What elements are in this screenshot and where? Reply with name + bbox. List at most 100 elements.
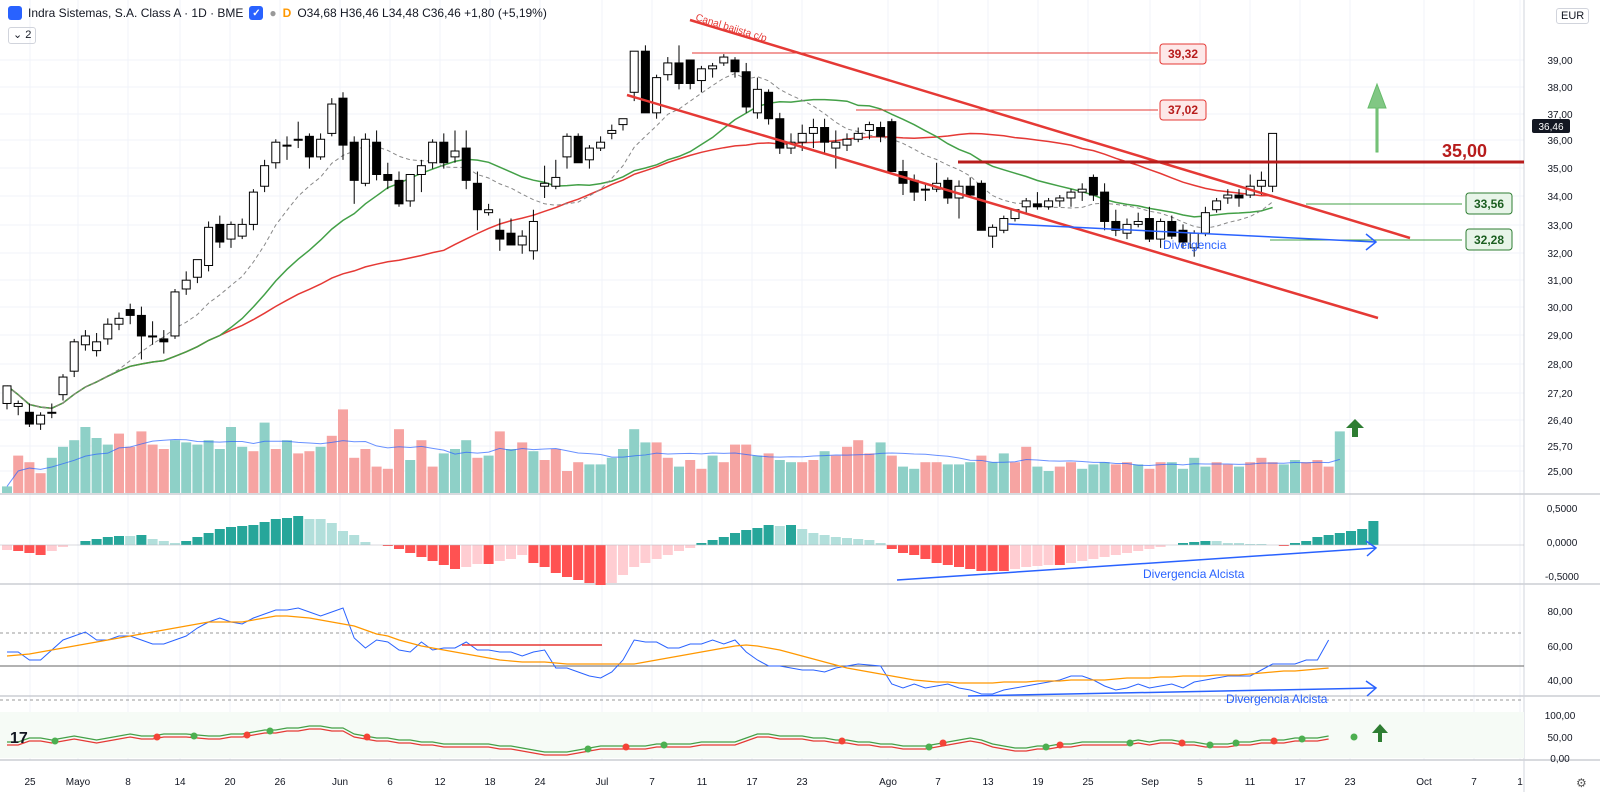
settings-gear-icon[interactable]: ⚙ (1576, 776, 1587, 790)
macd-bar (1368, 521, 1379, 545)
candle-body (584, 147, 594, 161)
volume-bar (864, 453, 875, 493)
price-axis-label: 25,70 (1547, 442, 1572, 453)
volume-bar (360, 449, 371, 493)
volume-bar (1077, 468, 1088, 493)
candle-body (439, 141, 449, 164)
sma-short-line (6, 72, 1273, 409)
candle-body (876, 127, 886, 137)
candle-body (1268, 132, 1278, 187)
bookmark-icon[interactable]: ✓ (249, 6, 264, 20)
volume-bar (1021, 446, 1032, 493)
rsi-axis-label: 40,00 (1547, 676, 1572, 687)
osc-signal-dot (1298, 735, 1306, 743)
candle-body (1055, 197, 1065, 202)
time-axis-label: 5 (1197, 777, 1203, 788)
macd-bar (214, 529, 225, 545)
candle-body (260, 165, 270, 187)
volume-bar (595, 464, 606, 493)
candle-body (450, 150, 460, 158)
eye-icon[interactable]: ● (269, 6, 277, 20)
macd-bar (1346, 531, 1356, 545)
macd-bar (741, 530, 752, 545)
level-high-label: 39,32 (1168, 47, 1198, 61)
macd-bar (1144, 545, 1155, 549)
volume-bar (349, 457, 360, 493)
channel-label: Canal bajista c/p (694, 12, 768, 44)
osc-axis-label: 0,00 (1550, 754, 1570, 765)
macd-bar (1189, 542, 1200, 545)
macd-bar (853, 539, 864, 545)
candle-body (271, 141, 281, 164)
macd-bar (842, 538, 852, 545)
candle-body (506, 232, 516, 246)
osc-slow-line (7, 728, 1329, 756)
candle-body (596, 141, 606, 149)
volume-bar (1178, 468, 1188, 493)
macd-bar (976, 545, 987, 571)
price-axis-label: 31,00 (1547, 276, 1572, 287)
candle-body (159, 338, 169, 343)
volume-bar (618, 449, 628, 493)
macd-bar (987, 545, 998, 571)
volume-bar (1323, 466, 1334, 493)
macd-bar (382, 545, 393, 546)
macd-bar (550, 545, 561, 573)
macd-bar (573, 545, 584, 580)
volume-bar (270, 449, 281, 493)
candle-body (708, 65, 718, 70)
volume-bar (528, 451, 539, 493)
volume-bar (58, 446, 68, 493)
volume-bar (752, 455, 763, 493)
candle-body (338, 97, 348, 146)
candle-body (24, 411, 34, 425)
candle-body (204, 226, 214, 266)
candle-body (1088, 176, 1098, 196)
currency-badge[interactable]: EUR (1556, 8, 1590, 24)
volume-bar (1054, 466, 1065, 493)
time-axis-label: 12 (434, 777, 446, 788)
macd-bar (618, 545, 628, 575)
macd-bar (819, 535, 830, 545)
symbol-title[interactable]: Indra Sistemas, S.A. Class A · 1D · BME (28, 6, 244, 20)
volume-bar (1334, 431, 1345, 493)
candle-body (13, 402, 23, 407)
rsi-ma-line (6, 615, 1329, 684)
macd-divergence-arrow (1365, 540, 1378, 557)
osc-axis-label: 100,00 (1545, 711, 1576, 722)
sma-mid-line (6, 98, 1273, 409)
macd-bar (1155, 545, 1166, 547)
macd-bar (427, 545, 438, 561)
volume-bar (674, 466, 684, 493)
time-axis-label: 18 (484, 777, 496, 788)
level-mid-label: 37,02 (1168, 103, 1198, 117)
macd-bar (517, 545, 528, 555)
macd-bar (1043, 545, 1054, 565)
candle-body (1111, 220, 1121, 231)
data-badge[interactable]: D (282, 6, 292, 20)
macd-bar (1211, 541, 1222, 545)
candle-body (394, 179, 404, 205)
macd-bar (203, 533, 214, 545)
candle-body (170, 291, 180, 337)
time-axis-label: 11 (1245, 777, 1256, 788)
ohlc-values: O34,68 H36,46 L34,48 C36,46 +1,80 (+5,19… (297, 6, 547, 20)
volume-bar (1066, 462, 1076, 493)
time-axis-label: Mayo (66, 777, 91, 788)
channel-lower-line (626, 93, 1379, 320)
candle-body (69, 341, 79, 372)
volume-bar (1211, 462, 1222, 493)
bullish-arrow-osc (1372, 724, 1388, 742)
candle-body (125, 309, 135, 316)
channel-upper-line (689, 18, 1411, 240)
price-axis-label: 33,00 (1547, 221, 1572, 232)
osc-signal-dot (243, 731, 251, 739)
macd-bar (942, 545, 953, 565)
macd-bar (24, 545, 35, 553)
indicators-toggle[interactable]: ⌄ 2 (8, 27, 37, 44)
volume-bar (763, 453, 774, 493)
macd-bar (360, 542, 371, 545)
volume-bar (651, 442, 662, 493)
volume-bar (114, 433, 124, 493)
